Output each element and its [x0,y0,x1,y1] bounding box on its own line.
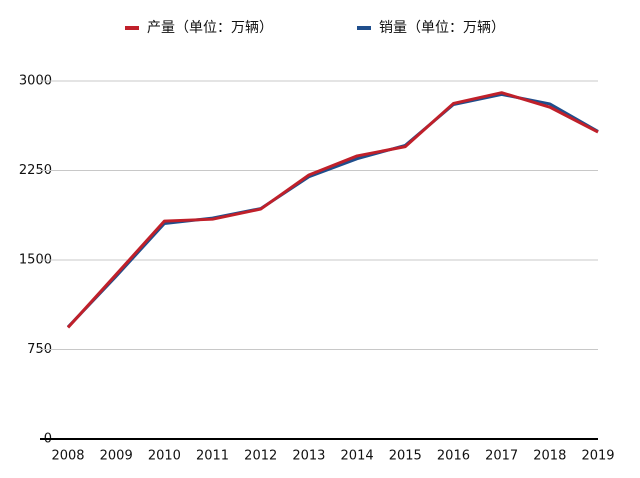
legend: 销量（单位：万辆） 产量（单位：万辆） [125,20,505,36]
x-tick-label: 2016 [437,449,470,464]
x-tick-label: 2009 [100,449,133,464]
x-tick-label: 2018 [533,449,566,464]
x-tick-label: 2013 [292,449,325,464]
y-tick-label: 1500 [19,253,52,268]
y-tick-label: 3000 [19,74,52,89]
x-tick-label: 2019 [581,449,614,464]
x-tick-label: 2017 [485,449,518,464]
x-tick-label: 2012 [244,449,277,464]
data-line [66,92,599,329]
x-tick-label: 2010 [148,449,181,464]
legend-label: 销量（单位：万辆） [379,20,505,36]
x-tick-label: 2011 [196,449,229,464]
x-tick-label: 2014 [341,449,374,464]
x-tick-label: 2015 [389,449,422,464]
y-tick-label: 750 [27,342,52,357]
data-line [66,91,599,329]
y-tick-label: 2250 [19,163,52,178]
x-tick-label: 2008 [51,449,84,464]
legend-label: 产量（单位：万辆） [147,20,273,36]
